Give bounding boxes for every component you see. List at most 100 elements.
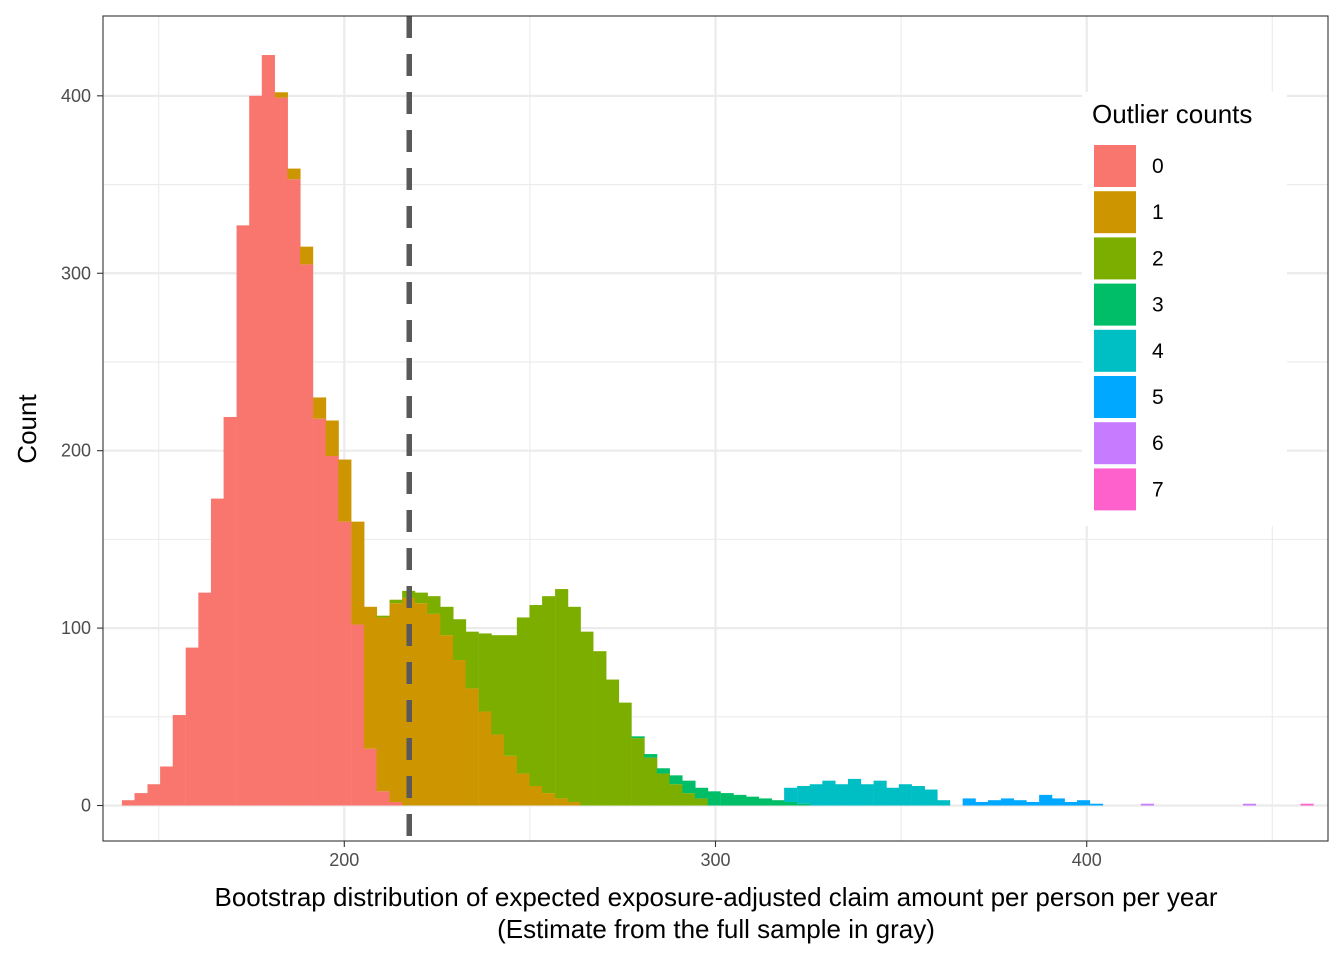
histogram-bar	[1000, 798, 1015, 806]
x-tick-label: 400	[1072, 850, 1102, 870]
histogram-bar	[1242, 803, 1257, 806]
y-tick-label: 0	[81, 796, 91, 816]
histogram-bar	[185, 647, 199, 806]
histogram-bar	[656, 773, 670, 806]
histogram-bar	[962, 798, 976, 806]
histogram-bar	[886, 787, 900, 806]
histogram-bar	[797, 803, 811, 806]
legend-label: 2	[1152, 247, 1164, 270]
histogram-bar	[631, 738, 645, 806]
histogram-bar	[313, 397, 327, 419]
legend-swatch	[1094, 468, 1136, 511]
histogram-bar	[389, 599, 403, 604]
histogram-bar	[1051, 798, 1065, 806]
histogram-bar	[580, 631, 594, 806]
histogram-bar	[300, 246, 314, 265]
histogram-bar	[287, 179, 301, 806]
histogram-bar	[503, 635, 517, 756]
histogram-bar	[325, 456, 339, 806]
histogram-bar	[313, 418, 327, 806]
histogram-bar	[758, 798, 773, 806]
histogram-bar	[924, 789, 938, 806]
histogram-bar	[656, 768, 670, 774]
histogram-bar	[707, 791, 721, 806]
histogram-bar	[987, 800, 1002, 806]
histogram-bar	[363, 606, 378, 749]
histogram-bar	[160, 766, 174, 806]
histogram-bar	[491, 635, 505, 735]
histogram-bar	[389, 603, 403, 802]
legend-swatch	[1094, 145, 1136, 187]
histogram-bar	[695, 787, 709, 799]
histogram-bar	[631, 736, 645, 739]
histogram-bar	[376, 615, 390, 618]
histogram-bar	[134, 793, 148, 806]
histogram-bar	[784, 787, 798, 802]
histogram-bar	[593, 651, 607, 806]
histogram-bar	[478, 633, 492, 712]
histogram-bar	[873, 780, 887, 806]
histogram-bar	[351, 521, 365, 625]
histogram-bar	[249, 95, 263, 806]
histogram-bar	[465, 631, 479, 689]
legend-label: 6	[1152, 432, 1164, 455]
x-axis-ticks: 200 300 400	[329, 841, 1102, 870]
histogram-bar	[1089, 803, 1104, 806]
histogram-bar	[975, 801, 989, 806]
histogram-bar	[338, 521, 352, 806]
legend-swatch	[1094, 329, 1136, 372]
y-axis-ticks: 0 100 200 300 400	[61, 86, 103, 816]
histogram-bar	[363, 748, 378, 806]
histogram-bar	[567, 801, 581, 806]
y-tick-label: 300	[61, 263, 91, 283]
x-axis-title: Bootstrap distribution of expected expos…	[214, 882, 1217, 912]
histogram-bar	[1026, 801, 1040, 806]
legend-swatch	[1094, 191, 1136, 234]
histogram-bar	[682, 780, 696, 794]
histogram-bar	[147, 784, 161, 806]
legend-label: 1	[1152, 201, 1164, 224]
y-axis-title: Count	[12, 394, 42, 464]
histogram-bar	[440, 635, 454, 806]
histogram-bar	[733, 794, 747, 806]
histogram-bar	[172, 715, 186, 806]
histogram-bar	[389, 801, 403, 806]
histogram-bar	[274, 92, 288, 98]
legend-swatch	[1094, 422, 1136, 465]
x-axis-title-line2: (Estimate from the full sample in gray)	[497, 914, 935, 944]
legend-swatch	[1094, 237, 1136, 280]
histogram-bar	[376, 791, 390, 806]
histogram-bar	[465, 688, 479, 806]
legend-items: 0 1 2 3 4 5 6 7	[1094, 145, 1164, 511]
histogram-bar	[797, 786, 811, 804]
histogram-bar	[503, 755, 517, 806]
histogram-bar	[555, 589, 569, 799]
histogram-bar	[644, 754, 658, 758]
x-tick-label: 300	[700, 850, 730, 870]
histogram-bar	[682, 793, 696, 806]
legend-title: Outlier counts	[1092, 99, 1252, 129]
histogram-bar	[860, 784, 874, 806]
histogram-bar	[847, 778, 862, 806]
histogram-bar	[1039, 794, 1053, 806]
histogram-bar	[452, 660, 467, 806]
histogram-bar	[351, 624, 365, 806]
legend-label: 3	[1152, 294, 1164, 317]
histogram-bar	[121, 800, 136, 806]
histogram-bar	[516, 617, 530, 774]
histogram-bar	[898, 784, 912, 806]
histogram-bar	[261, 55, 275, 806]
histogram-bar	[440, 606, 454, 636]
legend-label: 0	[1152, 155, 1164, 178]
legend: Outlier counts 0 1 2 3 4 5 6 7	[1082, 92, 1287, 526]
histogram-bar	[414, 592, 428, 604]
histogram-bar	[745, 796, 760, 806]
histogram-bar	[771, 800, 785, 806]
histogram-bar	[1013, 800, 1027, 806]
histogram-bar	[529, 605, 543, 786]
histogram-bar	[911, 786, 925, 806]
legend-swatch	[1094, 283, 1136, 326]
histogram-bar	[1077, 800, 1091, 806]
histogram-bar	[835, 784, 849, 806]
